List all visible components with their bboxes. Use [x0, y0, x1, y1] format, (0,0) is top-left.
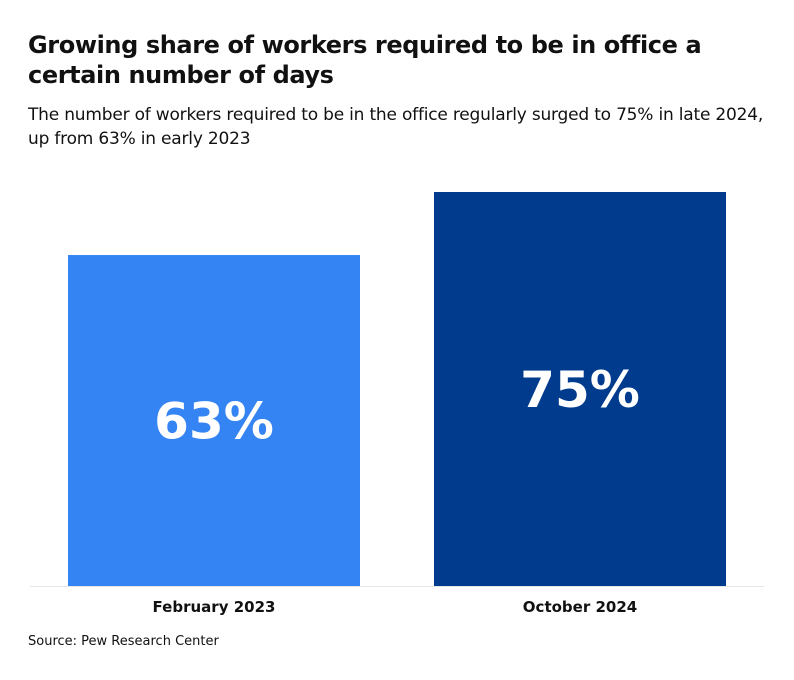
bar-value-label-2: 75%	[520, 361, 640, 419]
category-label-1: February 2023	[153, 598, 276, 616]
source-note: Source: Pew Research Center	[28, 634, 219, 649]
labels-group: 63% February 2023 75% October 2024	[153, 361, 640, 616]
chart-subtitle: The number of workers required to be in …	[28, 105, 764, 149]
bars-group	[68, 192, 726, 587]
bar-1	[68, 255, 360, 587]
category-label-2: October 2024	[523, 598, 637, 616]
chart-title: Growing share of workers required to be …	[28, 31, 702, 89]
bar-2	[434, 192, 726, 586]
bar-value-label-1: 63%	[154, 393, 274, 451]
